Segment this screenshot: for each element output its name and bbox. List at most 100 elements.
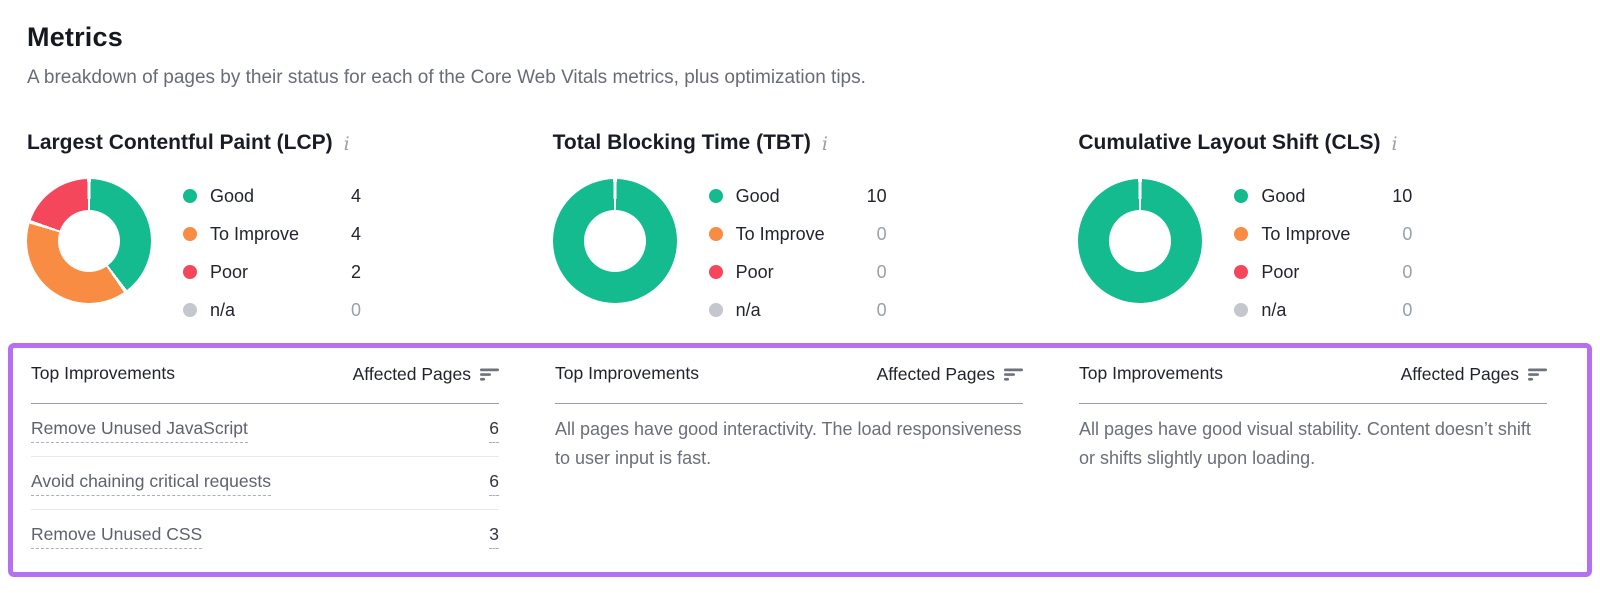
legend-item-na: n/a 0 <box>183 291 361 329</box>
legend-value: 0 <box>876 299 887 320</box>
legend-item-poor: Poor 2 <box>183 253 361 291</box>
info-icon[interactable]: i <box>821 132 828 155</box>
legend-item-good: Good 4 <box>183 177 361 215</box>
legend-value: 0 <box>1402 299 1413 320</box>
to-improve-dot-icon <box>1234 227 1249 241</box>
table-row: Remove Unused JavaScript 6 <box>31 404 499 457</box>
donut-hole <box>583 210 646 272</box>
legend-item-na: n/a 0 <box>708 291 887 329</box>
legend-value: 0 <box>1402 223 1413 244</box>
affected-pages-header: Affected Pages <box>876 364 995 384</box>
cls-improvements-table: Top Improvements Affected Pages All page… <box>1079 360 1547 563</box>
legend-value: 2 <box>350 261 361 282</box>
chart-row-tbt: Good 10 To Improve 0 Poor 0 <box>552 177 1047 329</box>
legend-label: To Improve <box>210 223 300 244</box>
na-dot-icon <box>708 303 723 317</box>
page-title: Metrics <box>27 22 123 52</box>
tbt-improvements-table: Top Improvements Affected Pages All page… <box>555 360 1023 563</box>
table-row: Avoid chaining critical requests 6 <box>31 457 499 510</box>
lcp-improvements-table: Top Improvements Affected Pages Remove U… <box>31 360 499 563</box>
na-dot-icon <box>1234 303 1249 317</box>
affected-pages-sort-button[interactable]: Affected Pages <box>877 363 1023 386</box>
improvement-link[interactable]: Avoid chaining critical requests <box>31 471 271 496</box>
legend-item-good: Good 10 <box>1234 177 1412 215</box>
legend-item-good: Good 10 <box>708 177 887 215</box>
legend-item-to-improve: To Improve 0 <box>708 215 887 253</box>
chart-row-lcp: Good 4 To Improve 4 Poor 2 <box>27 179 521 329</box>
metric-column-cls: Cumulative Layout Shift (CLS) i Good 10 … <box>1078 131 1572 329</box>
sort-descending-icon <box>1004 365 1023 386</box>
cls-status-message: All pages have good visual stability. Co… <box>1079 419 1531 468</box>
legend-value: 0 <box>1402 261 1413 282</box>
legend-value: 0 <box>876 223 887 244</box>
metric-title-text: Largest Contentful Paint (LCP) <box>27 131 333 154</box>
poor-dot-icon <box>1234 265 1249 279</box>
lcp-donut-chart <box>27 179 151 303</box>
improvement-link[interactable]: Remove Unused CSS <box>31 524 203 549</box>
cls-legend: Good 10 To Improve 0 Poor 0 <box>1234 177 1412 329</box>
chart-row-cls: Good 10 To Improve 0 Poor 0 <box>1078 179 1572 329</box>
table-header: Top Improvements Affected Pages <box>555 360 1023 404</box>
good-dot-icon <box>708 189 723 203</box>
legend-value: 0 <box>876 261 887 282</box>
cls-donut-chart <box>1078 179 1203 303</box>
affected-pages-header: Affected Pages <box>1400 364 1519 384</box>
legend-item-to-improve: To Improve 4 <box>183 215 361 253</box>
info-icon[interactable]: i <box>1391 132 1398 155</box>
table-row: Remove Unused CSS 3 <box>31 510 499 563</box>
donut-hole <box>58 210 120 272</box>
legend-item-na: n/a 0 <box>1234 291 1412 329</box>
metric-title-cls: Cumulative Layout Shift (CLS) i <box>1078 131 1572 155</box>
poor-dot-icon <box>708 265 723 279</box>
top-improvements-header: Top Improvements <box>1079 363 1223 383</box>
tbt-status-message: All pages have good interactivity. The l… <box>555 419 1022 468</box>
page-subtitle: A breakdown of pages by their status for… <box>27 67 866 88</box>
affected-pages-sort-button[interactable]: Affected Pages <box>353 363 499 386</box>
metric-title-tbt: Total Blocking Time (TBT) i <box>553 131 1047 155</box>
lcp-legend: Good 4 To Improve 4 Poor 2 <box>183 177 361 329</box>
legend-label: n/a <box>735 299 761 320</box>
legend-label: To Improve <box>735 223 825 244</box>
legend-value: 4 <box>350 185 361 206</box>
na-dot-icon <box>183 303 197 317</box>
affected-pages-header: Affected Pages <box>352 364 471 384</box>
legend-item-to-improve: To Improve 0 <box>1234 215 1412 253</box>
metrics-grid: Largest Contentful Paint (LCP) i Good 4 … <box>27 131 1572 329</box>
info-icon[interactable]: i <box>343 132 350 155</box>
affected-pages-count-link[interactable]: 6 <box>489 418 499 443</box>
metric-column-lcp: Largest Contentful Paint (LCP) i Good 4 … <box>27 131 521 329</box>
legend-item-poor: Poor 0 <box>1234 253 1412 291</box>
top-improvements-panel: Top Improvements Affected Pages Remove U… <box>8 343 1592 577</box>
metrics-section: Metrics A breakdown of pages by their st… <box>8 22 1592 577</box>
legend-label: Poor <box>210 261 249 282</box>
top-improvements-header: Top Improvements <box>31 363 175 383</box>
legend-item-poor: Poor 0 <box>708 253 887 291</box>
legend-value: 10 <box>866 185 887 206</box>
affected-pages-count-link[interactable]: 3 <box>489 524 499 549</box>
metric-title-text: Cumulative Layout Shift (CLS) <box>1078 131 1381 154</box>
sort-descending-icon <box>1528 365 1547 386</box>
legend-label: Good <box>210 185 255 206</box>
good-dot-icon <box>1234 189 1249 203</box>
improvement-link[interactable]: Remove Unused JavaScript <box>31 418 248 443</box>
legend-label: Poor <box>1261 261 1300 282</box>
poor-dot-icon <box>183 265 197 279</box>
legend-label: Good <box>735 185 780 206</box>
sort-descending-icon <box>480 365 499 386</box>
to-improve-dot-icon <box>708 227 723 241</box>
good-dot-icon <box>183 189 197 203</box>
legend-value: 0 <box>350 299 361 320</box>
legend-value: 10 <box>1392 185 1413 206</box>
legend-value: 4 <box>350 223 361 244</box>
tbt-legend: Good 10 To Improve 0 Poor 0 <box>708 177 887 329</box>
donut-hole <box>1109 210 1172 272</box>
affected-pages-sort-button[interactable]: Affected Pages <box>1401 363 1547 386</box>
affected-pages-count-link[interactable]: 6 <box>489 471 499 496</box>
tbt-donut-chart <box>552 179 677 303</box>
table-header: Top Improvements Affected Pages <box>31 360 499 404</box>
metric-title-text: Total Blocking Time (TBT) <box>552 131 811 154</box>
top-improvements-grid: Top Improvements Affected Pages Remove U… <box>31 360 1547 563</box>
to-improve-dot-icon <box>183 227 197 241</box>
legend-label: To Improve <box>1261 223 1351 244</box>
metric-column-tbt: Total Blocking Time (TBT) i Good 10 To I… <box>552 131 1047 329</box>
